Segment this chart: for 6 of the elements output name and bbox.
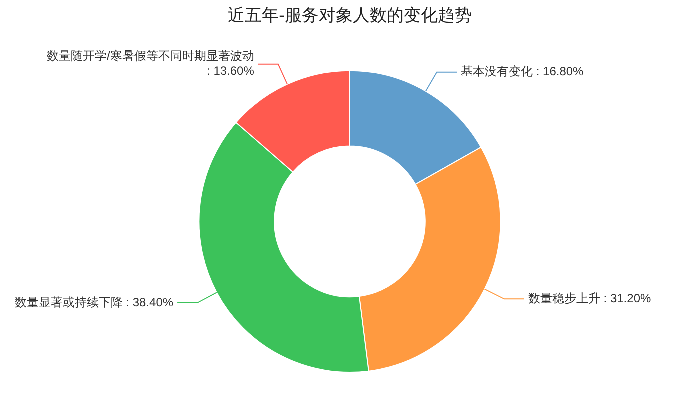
slice-label: 数量稳步上升 : 31.20% — [528, 291, 652, 306]
slice-label: 数量显著或持续下降 : 38.40% — [14, 295, 174, 310]
data-label: : 13.60% — [207, 64, 255, 78]
chart-title: 近五年-服务对象人数的变化趋势 — [228, 6, 472, 25]
slice-label: 数量随开学/寒暑假等不同时期显著波动 — [47, 49, 254, 64]
slice-label: 基本没有变化 : 16.80% — [461, 64, 584, 79]
